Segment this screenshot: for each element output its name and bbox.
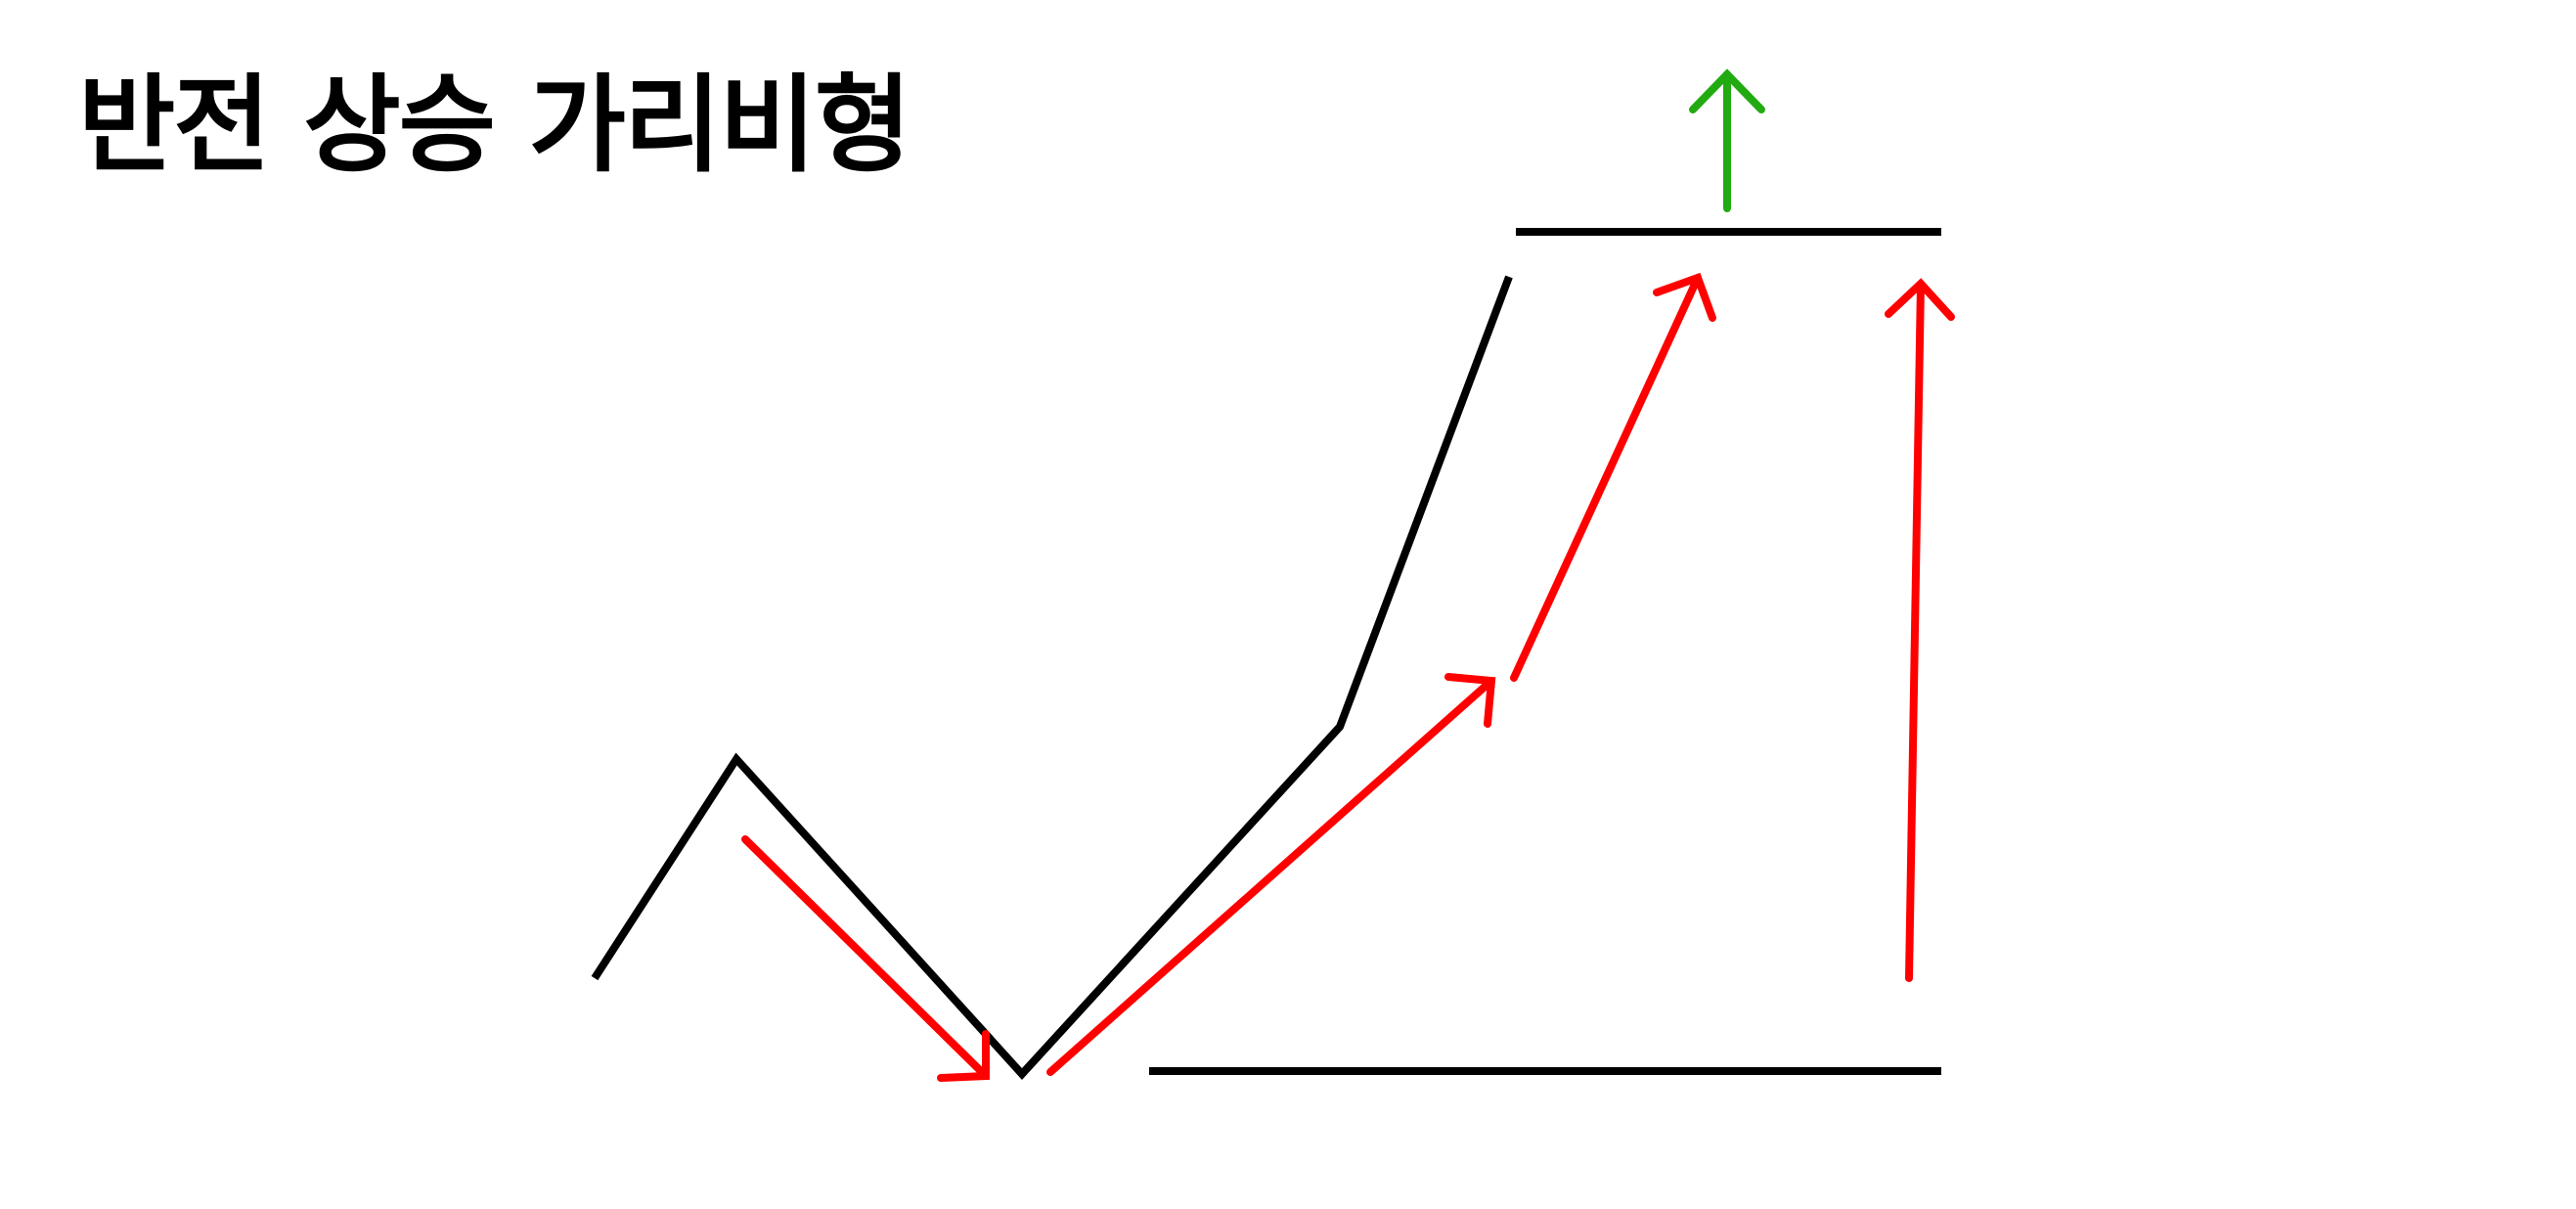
breakout-arrow: [1689, 68, 1765, 212]
diagram-title: 반전 상승 가리비형: [78, 65, 911, 187]
rise-arrow-1: [1046, 673, 1496, 1076]
decline-arrow: [741, 835, 990, 1082]
height-measure-arrow: [1885, 278, 1955, 982]
price-path: [591, 275, 1513, 1080]
rise-arrow-2: [1510, 272, 1716, 682]
